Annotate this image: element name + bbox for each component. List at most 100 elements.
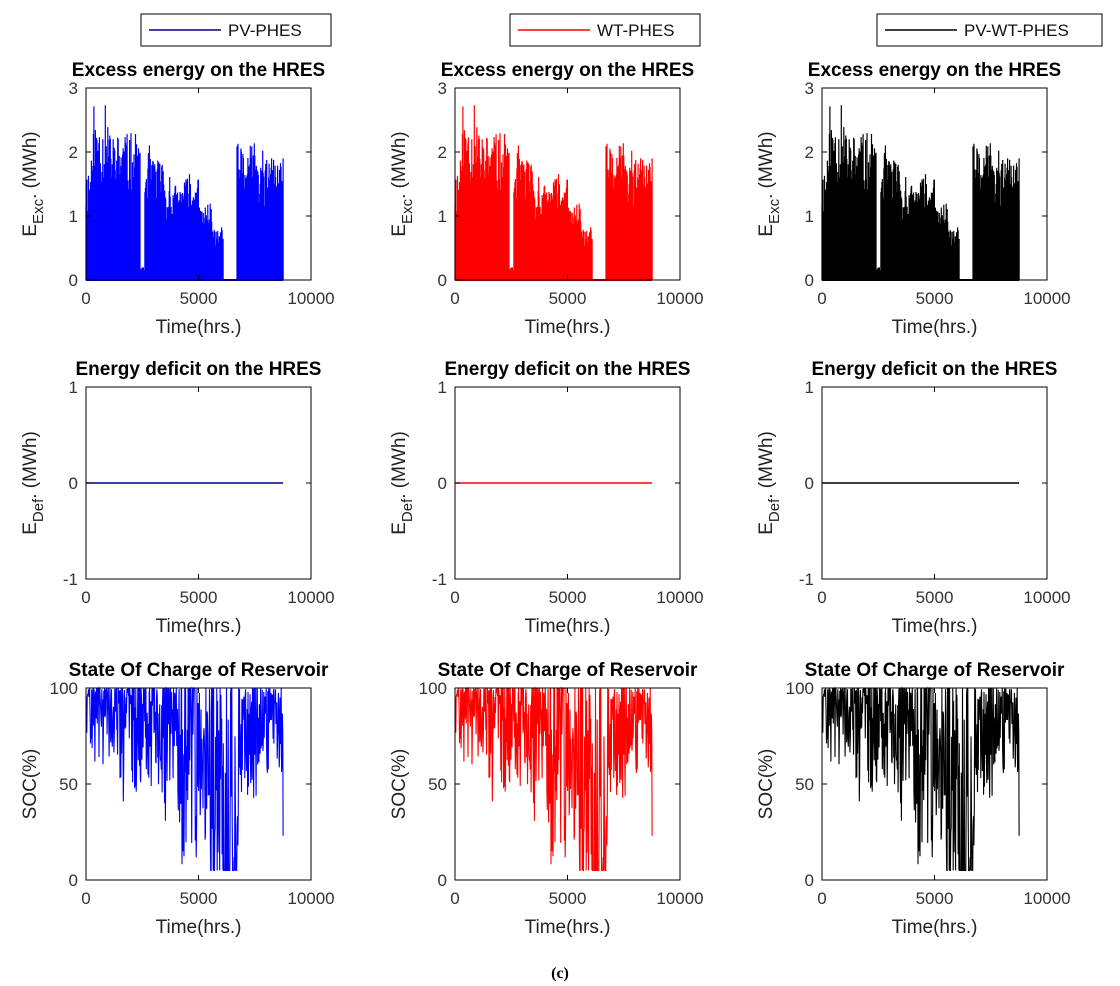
y-tick-label: 2 [438, 143, 447, 162]
x-tick-label: 0 [450, 588, 459, 607]
y-tick-label: -1 [799, 570, 814, 589]
x-tick-label: 5000 [180, 889, 218, 908]
legend: PV-PHES [140, 13, 332, 47]
x-tick-label: 10000 [656, 588, 703, 607]
y-tick-label: 1 [69, 378, 78, 397]
x-tick-label: 5000 [549, 889, 587, 908]
legend-label: PV-WT-PHES [964, 21, 1069, 40]
series-marks [85, 686, 284, 871]
chart-title: State Of Charge of Reservoir [69, 660, 329, 681]
x-tick-label: 5000 [549, 588, 587, 607]
chart-panel-3: Excess energy on the HRES 0 5000 10000 0 1 2 3 T… [756, 60, 1071, 338]
y-axis-label: EExc. (MWh) [756, 131, 783, 236]
x-axis-label: Time(hrs.) [525, 616, 611, 637]
x-tick-label: 10000 [287, 588, 334, 607]
x-tick-label: 10000 [656, 889, 703, 908]
y-axis-label: SOC(%) [756, 749, 777, 820]
legend: WT-PHES [509, 13, 701, 47]
y-tick-label: 1 [438, 378, 447, 397]
x-tick-label: 10000 [287, 289, 334, 308]
x-tick-label: 5000 [916, 889, 954, 908]
x-tick-label: 10000 [1023, 289, 1070, 308]
y-tick-label: 1 [438, 207, 447, 226]
x-tick-label: 0 [450, 289, 459, 308]
y-tick-label: 0 [438, 474, 447, 493]
y-tick-label: 0 [69, 271, 78, 290]
chart-title: Energy deficit on the HRES [812, 359, 1058, 380]
chart-panel-2: Excess energy on the HRES 0 5000 10000 0 1 2 3 T… [389, 60, 704, 338]
series-line [821, 105, 1020, 280]
y-axis-label: EDef. (MWh) [389, 431, 416, 535]
x-tick-label: 10000 [1023, 588, 1070, 607]
chart-panel-8: State Of Charge of Reservoir 0 5000 10000 0 5… [389, 660, 704, 938]
series-line [821, 686, 1020, 871]
x-axis-label: Time(hrs.) [892, 917, 978, 938]
x-tick-label: 5000 [916, 289, 954, 308]
y-tick-label: 50 [428, 775, 447, 794]
y-tick-label: 0 [438, 871, 447, 890]
x-tick-label: 0 [81, 889, 90, 908]
series-line [454, 686, 653, 871]
x-tick-label: 0 [450, 889, 459, 908]
x-axis-label: Time(hrs.) [156, 317, 242, 338]
x-axis-label: Time(hrs.) [892, 317, 978, 338]
x-tick-label: 0 [817, 889, 826, 908]
series-marks [821, 105, 1020, 281]
chart-title: Excess energy on the HRES [72, 60, 325, 81]
series-marks [85, 105, 284, 281]
legend: PV-WT-PHES [876, 13, 1103, 47]
chart-title: Excess energy on the HRES [808, 60, 1061, 81]
y-axis-label: EExc. (MWh) [20, 131, 47, 236]
y-tick-label: -1 [63, 570, 78, 589]
y-tick-label: 0 [805, 871, 814, 890]
y-axis-label: EExc. (MWh) [389, 131, 416, 236]
x-tick-label: 5000 [180, 289, 218, 308]
chart-title: Excess energy on the HRES [441, 60, 694, 81]
chart-panel-1: Excess energy on the HRES 0 5000 10000 0 1 2 3 T… [20, 60, 335, 338]
x-axis-label: Time(hrs.) [525, 317, 611, 338]
series-line [85, 105, 284, 280]
chart-title: State Of Charge of Reservoir [805, 660, 1065, 681]
x-axis-label: Time(hrs.) [156, 917, 242, 938]
x-tick-label: 5000 [180, 588, 218, 607]
y-axis-label: SOC(%) [20, 749, 41, 820]
series-line [85, 686, 284, 871]
y-tick-label: 0 [69, 871, 78, 890]
y-tick-label: 1 [805, 207, 814, 226]
y-tick-label: 0 [438, 271, 447, 290]
x-tick-label: 10000 [656, 289, 703, 308]
x-tick-label: 0 [81, 588, 90, 607]
y-tick-label: 3 [438, 79, 447, 98]
series-marks [821, 686, 1020, 871]
x-tick-label: 5000 [549, 289, 587, 308]
y-tick-label: 50 [795, 775, 814, 794]
y-tick-label: 1 [805, 378, 814, 397]
chart-title: State Of Charge of Reservoir [438, 660, 698, 681]
y-tick-label: 3 [69, 79, 78, 98]
y-tick-label: 100 [786, 679, 814, 698]
series-marks [454, 105, 653, 281]
x-tick-label: 5000 [916, 588, 954, 607]
y-tick-label: 1 [69, 207, 78, 226]
x-tick-label: 0 [817, 289, 826, 308]
x-axis-label: Time(hrs.) [156, 616, 242, 637]
y-tick-label: 3 [805, 79, 814, 98]
y-tick-label: 2 [805, 143, 814, 162]
series-marks [454, 686, 653, 871]
x-tick-label: 0 [817, 588, 826, 607]
chart-panel-9: State Of Charge of Reservoir 0 5000 10000 0 5… [756, 660, 1071, 938]
y-tick-label: 100 [419, 679, 447, 698]
y-tick-label: 0 [805, 474, 814, 493]
y-tick-label: 0 [69, 474, 78, 493]
y-axis-label: EDef. (MWh) [20, 431, 47, 535]
figure-caption: (c) [551, 965, 569, 982]
y-tick-label: 100 [50, 679, 78, 698]
x-tick-label: 0 [81, 289, 90, 308]
chart-panel-7: State Of Charge of Reservoir 0 5000 10000 0 5… [20, 660, 335, 938]
x-tick-label: 10000 [287, 889, 334, 908]
chart-title: Energy deficit on the HRES [76, 359, 322, 380]
